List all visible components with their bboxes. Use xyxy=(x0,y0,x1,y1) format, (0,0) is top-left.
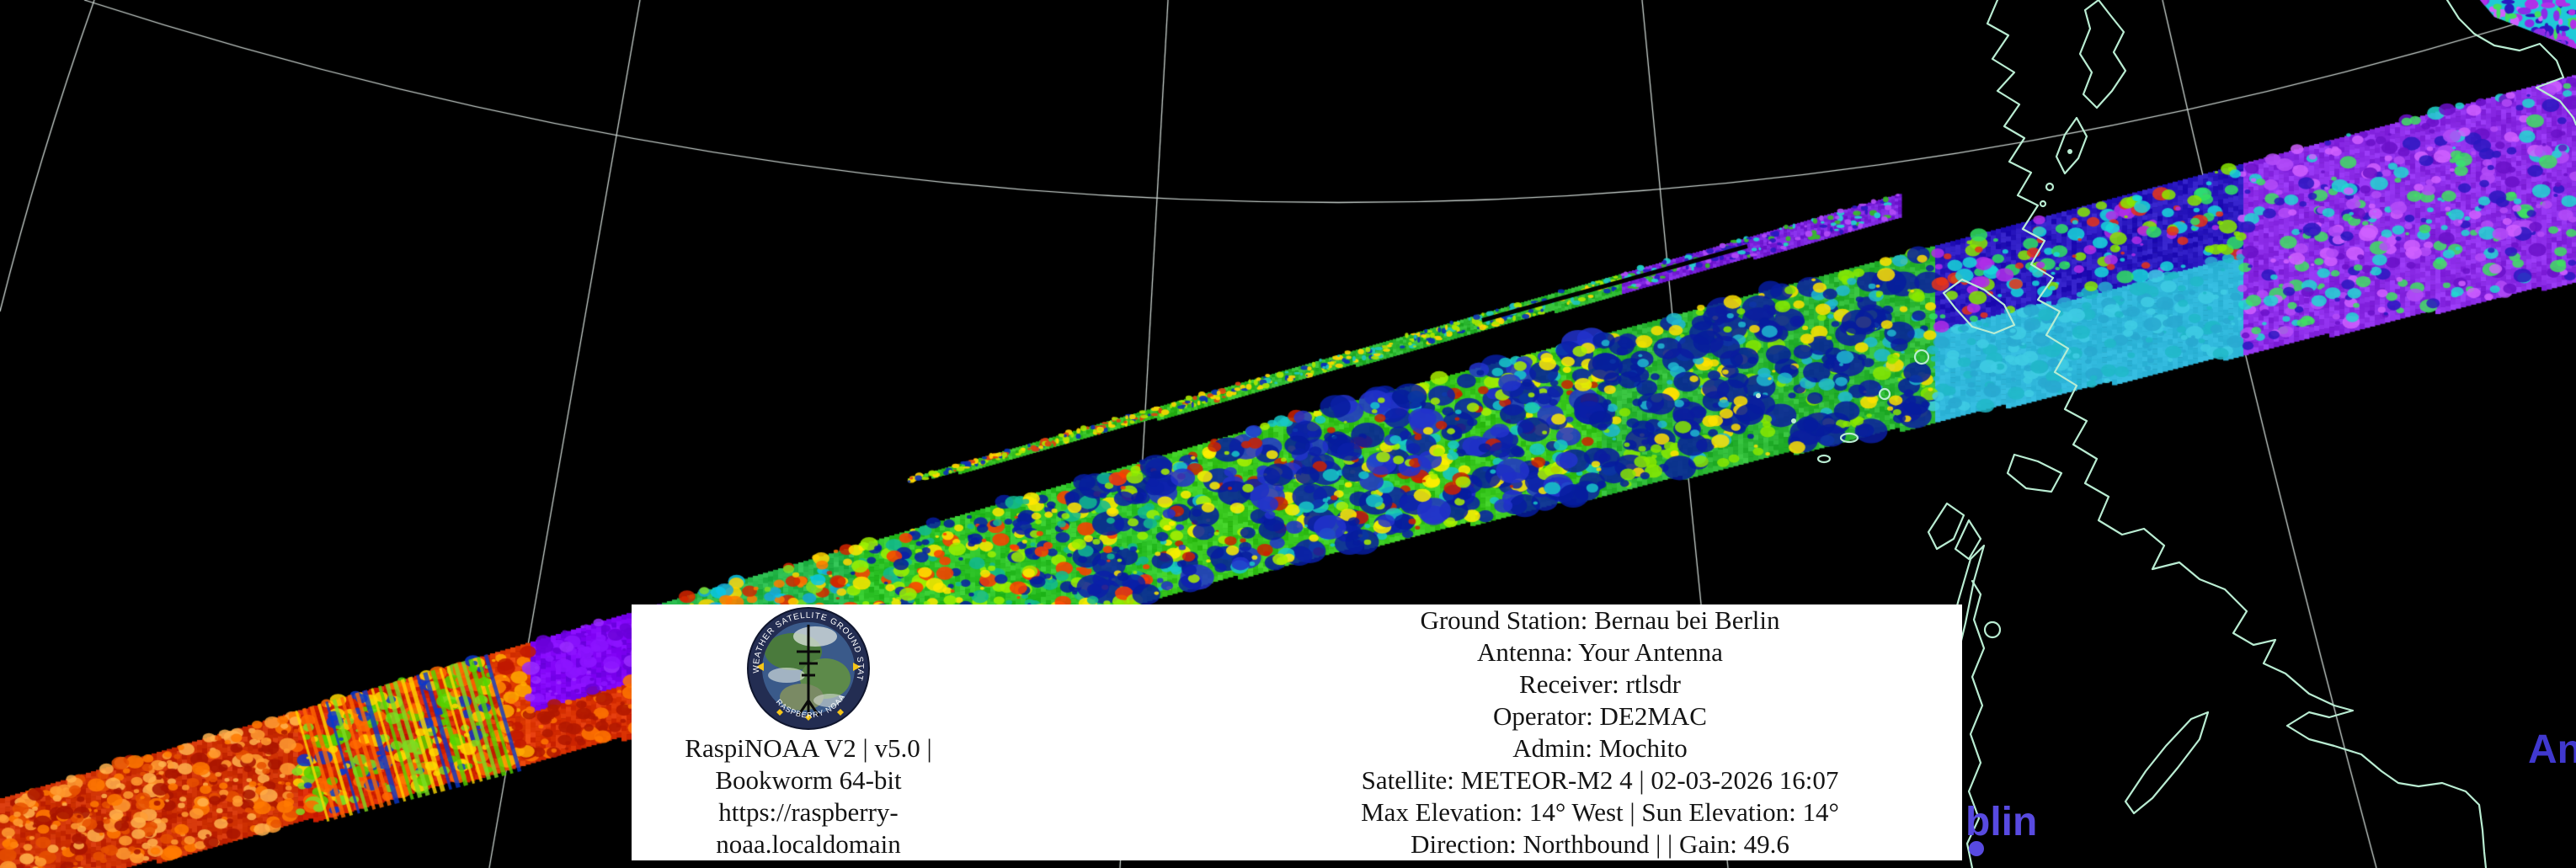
url-line-1: https://raspberry- xyxy=(718,797,899,827)
city-labels: blin An xyxy=(1965,727,2576,856)
receiver-line: Receiver: rtlsdr xyxy=(1519,669,1681,699)
tiny-island-dot xyxy=(2067,149,2072,154)
capture-info-box: WEATHER SATELLITE GROUND STATION RASPBER… xyxy=(632,604,1962,860)
coastline-uist xyxy=(2055,116,2088,175)
island-tiree xyxy=(1839,432,1859,444)
coastline-hebrides xyxy=(2078,0,2127,109)
coastline-islay xyxy=(1927,502,1965,551)
tiny-island-dot xyxy=(1756,393,1761,398)
coastline-ireland-east xyxy=(1965,579,1986,868)
antenna-line: Antenna: Your Antenna xyxy=(1477,637,1723,667)
coastline-scotland-ne xyxy=(2445,0,2576,126)
logo-antenna-icon xyxy=(797,625,820,716)
island-dot2 xyxy=(1816,454,1832,464)
island-arran xyxy=(1983,620,2002,639)
url-line-2: noaa.localdomain xyxy=(716,829,901,859)
raspinoaa-logo-icon: WEATHER SATELLITE GROUND STATION RASPBER… xyxy=(746,606,871,731)
info-box-right-column: Ground Station: Bernau bei Berlin Antenn… xyxy=(1238,604,1962,860)
island-coll xyxy=(1878,387,1891,401)
logo-yellow-accents xyxy=(756,663,861,721)
coastline-skye xyxy=(1942,278,2016,335)
small-island-dots xyxy=(1756,149,2072,423)
coastline-mull xyxy=(2006,453,2063,493)
coastlines xyxy=(1756,0,2576,868)
island-rum xyxy=(1913,349,1930,365)
island-dot xyxy=(2039,200,2047,208)
city-label-dublin: blin xyxy=(1965,800,2037,844)
city-label-an: An xyxy=(2528,727,2576,772)
tiny-island-dot xyxy=(1791,418,1796,423)
satellite-line: Satellite: METEOR-M2 4 | 02-03-2026 16:0… xyxy=(1361,765,1839,795)
admin-line: Admin: Mochito xyxy=(1512,733,1688,763)
ground-station-line: Ground Station: Bernau bei Berlin xyxy=(1420,605,1780,635)
island-barra xyxy=(2045,182,2055,192)
dublin-marker-dot xyxy=(1969,841,1984,856)
elevation-line: Max Elevation: 14° West | Sun Elevation:… xyxy=(1361,797,1839,827)
coastline-scotland-west xyxy=(1986,0,2488,868)
coastline-isle-of-man xyxy=(2124,711,2210,815)
direction-gain-line: Direction: Northbound | | Gain: 49.6 xyxy=(1411,829,1789,859)
operator-line: Operator: DE2MAC xyxy=(1493,701,1707,731)
info-box-left-column: WEATHER SATELLITE GROUND STATION RASPBER… xyxy=(632,604,985,860)
coastline-jura xyxy=(1954,519,1982,561)
version-line: RaspiNOAA V2 | v5.0 | xyxy=(685,733,932,763)
os-line: Bookworm 64-bit xyxy=(715,765,902,795)
